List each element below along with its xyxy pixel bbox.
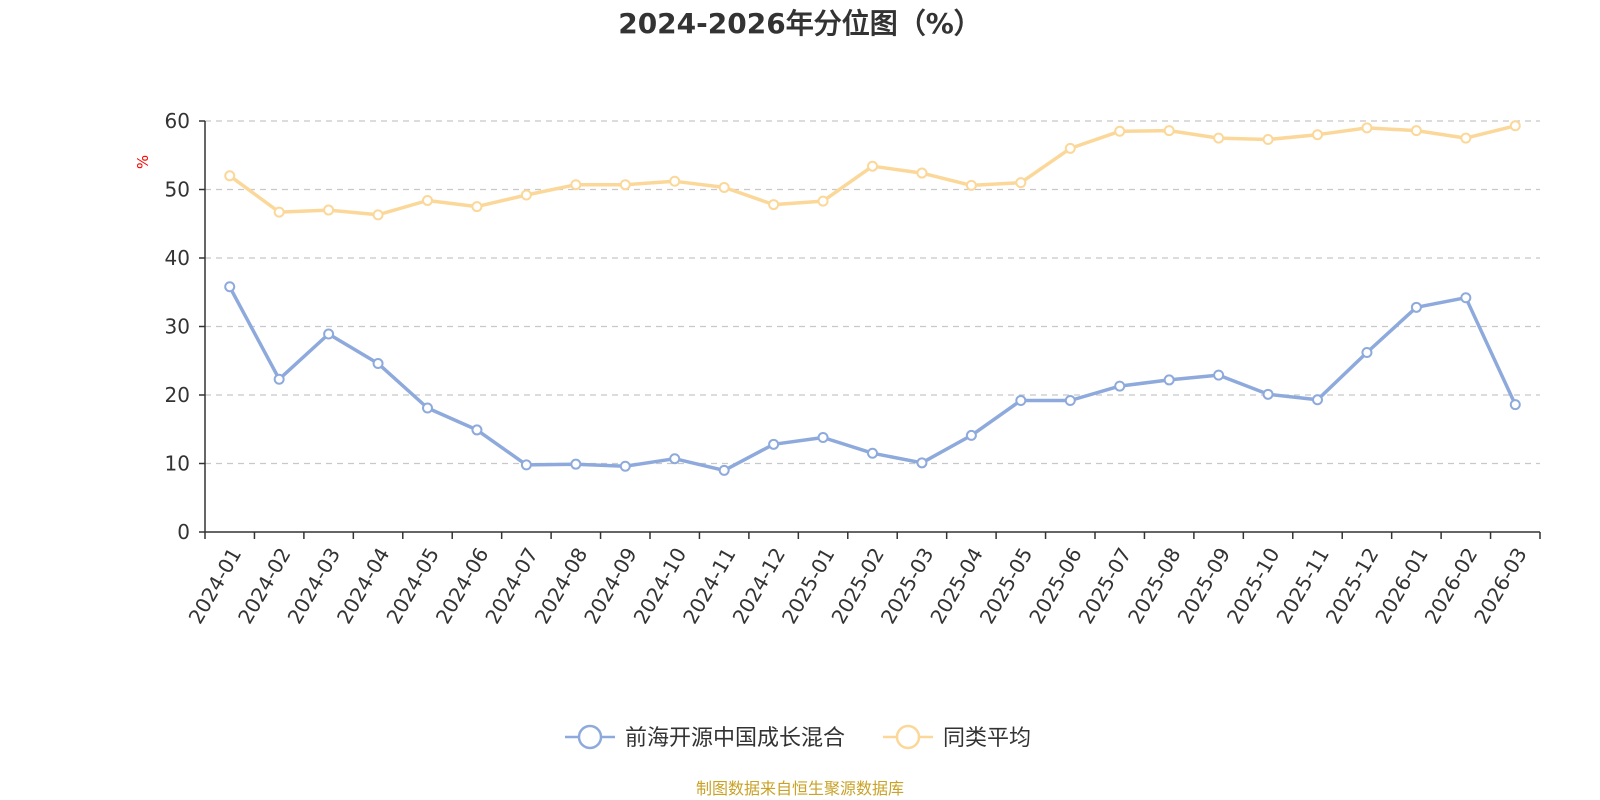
data-point[interactable] bbox=[1460, 132, 1472, 144]
data-point[interactable] bbox=[372, 357, 384, 369]
y-tick-label: 50 bbox=[165, 178, 190, 202]
data-point[interactable] bbox=[1460, 292, 1472, 304]
data-point[interactable] bbox=[1262, 388, 1274, 400]
data-point[interactable] bbox=[1163, 125, 1175, 137]
legend-item[interactable]: 前海开源中国成长混合 bbox=[565, 724, 845, 751]
data-point[interactable] bbox=[1410, 125, 1422, 137]
data-point[interactable] bbox=[669, 453, 681, 465]
data-point[interactable] bbox=[619, 460, 631, 472]
data-point[interactable] bbox=[1361, 347, 1373, 359]
series-1 bbox=[224, 281, 1521, 476]
data-point[interactable] bbox=[1312, 394, 1323, 406]
data-point[interactable] bbox=[965, 429, 977, 441]
data-point[interactable] bbox=[718, 464, 730, 476]
data-point[interactable] bbox=[1114, 125, 1126, 137]
data-point[interactable] bbox=[619, 179, 631, 191]
data-point[interactable] bbox=[1312, 129, 1323, 141]
gridlines bbox=[205, 120, 1540, 465]
data-point[interactable] bbox=[1509, 399, 1521, 411]
data-point[interactable] bbox=[1361, 122, 1373, 134]
data-point[interactable] bbox=[323, 204, 335, 216]
data-point[interactable] bbox=[570, 458, 582, 470]
series-2 bbox=[224, 120, 1521, 221]
y-tick-labels: 0 10 20 30 40 50 60 bbox=[165, 109, 205, 544]
data-point[interactable] bbox=[1064, 394, 1076, 406]
data-point[interactable] bbox=[273, 373, 285, 385]
data-point[interactable] bbox=[1509, 120, 1521, 132]
data-point[interactable] bbox=[867, 447, 878, 459]
data-point[interactable] bbox=[817, 431, 829, 443]
y-tick-label: 40 bbox=[165, 246, 190, 270]
legend-item[interactable]: 同类平均 bbox=[883, 724, 1031, 751]
y-tick-label: 20 bbox=[165, 383, 190, 407]
data-point[interactable] bbox=[669, 175, 681, 187]
data-point[interactable] bbox=[768, 438, 780, 450]
data-point[interactable] bbox=[916, 167, 928, 179]
y-tick-label: 10 bbox=[165, 452, 190, 476]
data-point[interactable] bbox=[471, 424, 483, 436]
data-point[interactable] bbox=[422, 194, 433, 206]
y-tick-label: 60 bbox=[165, 109, 190, 133]
data-point[interactable] bbox=[1410, 301, 1422, 313]
data-point[interactable] bbox=[422, 402, 433, 414]
data-point[interactable] bbox=[867, 160, 878, 172]
data-point[interactable] bbox=[718, 181, 730, 193]
data-point[interactable] bbox=[520, 189, 532, 201]
data-point[interactable] bbox=[965, 179, 977, 191]
y-tick-label: 30 bbox=[165, 315, 190, 339]
data-source-note: 制图数据来自恒生聚源数据库 bbox=[696, 779, 904, 798]
series-line bbox=[227, 285, 1518, 473]
data-point[interactable] bbox=[1262, 133, 1274, 145]
chart-title: 2024-2026年分位图（%） bbox=[618, 7, 982, 40]
data-point[interactable] bbox=[1015, 394, 1027, 406]
data-point[interactable] bbox=[768, 199, 780, 211]
data-point[interactable] bbox=[1015, 177, 1027, 189]
y-axis-unit: % bbox=[134, 155, 152, 169]
data-point[interactable] bbox=[817, 195, 829, 207]
data-point[interactable] bbox=[372, 209, 384, 221]
data-point[interactable] bbox=[224, 170, 236, 182]
data-point[interactable] bbox=[1064, 142, 1076, 154]
legend-marker bbox=[895, 724, 921, 750]
data-point[interactable] bbox=[1213, 369, 1225, 381]
data-point[interactable] bbox=[273, 206, 285, 218]
legend[interactable]: 前海开源中国成长混合 同类平均 bbox=[565, 724, 1031, 751]
y-tick-label: 0 bbox=[177, 520, 190, 544]
data-point[interactable] bbox=[471, 201, 483, 213]
series-lines bbox=[224, 120, 1521, 476]
data-point[interactable] bbox=[570, 179, 582, 191]
legend-marker bbox=[577, 724, 603, 750]
data-point[interactable] bbox=[916, 457, 928, 469]
legend-label: 前海开源中国成长混合 bbox=[625, 726, 845, 751]
x-tick-labels: 2024-012024-022024-032024-042024-052024-… bbox=[184, 532, 1541, 628]
data-point[interactable] bbox=[1114, 380, 1126, 392]
data-point[interactable] bbox=[520, 459, 532, 471]
data-point[interactable] bbox=[323, 328, 335, 340]
legend-label: 同类平均 bbox=[943, 726, 1031, 751]
data-point[interactable] bbox=[224, 281, 236, 293]
data-point[interactable] bbox=[1213, 132, 1225, 144]
data-point[interactable] bbox=[1163, 374, 1175, 386]
